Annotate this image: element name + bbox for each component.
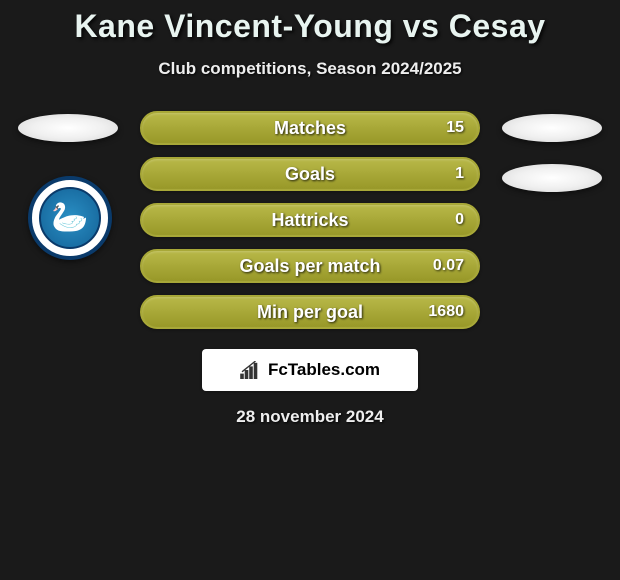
right-player-placeholder-1 (502, 114, 602, 142)
stat-value-right: 0.07 (433, 257, 464, 275)
stat-bar: Goals 1 (140, 157, 480, 191)
stat-bar: Goals per match 0.07 (140, 249, 480, 283)
stat-label: Goals per match (239, 256, 380, 277)
stat-row: Goals per match 0.07 (0, 249, 620, 283)
right-player-column (492, 111, 612, 192)
subtitle: Club competitions, Season 2024/2025 (0, 59, 620, 79)
stat-value-right: 0 (455, 211, 464, 229)
left-player-column (8, 111, 128, 142)
stat-value-right: 1 (455, 165, 464, 183)
stat-bar: Hattricks 0 (140, 203, 480, 237)
left-player-placeholder-1 (18, 114, 118, 142)
stats-block: Matches 15 Goals 1 Hattricks 0 Goals per match… (0, 111, 620, 329)
stat-bar: Matches 15 (140, 111, 480, 145)
footer-attribution: FcTables.com (202, 349, 418, 391)
right-player-placeholder-2 (502, 164, 602, 192)
stat-label: Matches (274, 118, 346, 139)
stat-label: Min per goal (257, 302, 363, 323)
stat-label: Hattricks (271, 210, 348, 231)
fctables-icon (240, 361, 262, 379)
date-label: 28 november 2024 (0, 407, 620, 427)
stat-label: Goals (285, 164, 335, 185)
page-title: Kane Vincent-Young vs Cesay (0, 8, 620, 45)
stat-value-right: 15 (446, 119, 464, 137)
footer-label: FcTables.com (268, 360, 380, 380)
stat-bar: Min per goal 1680 (140, 295, 480, 329)
stat-row: Hattricks 0 (0, 203, 620, 237)
stat-value-right: 1680 (428, 303, 464, 321)
stat-row: Min per goal 1680 (0, 295, 620, 329)
